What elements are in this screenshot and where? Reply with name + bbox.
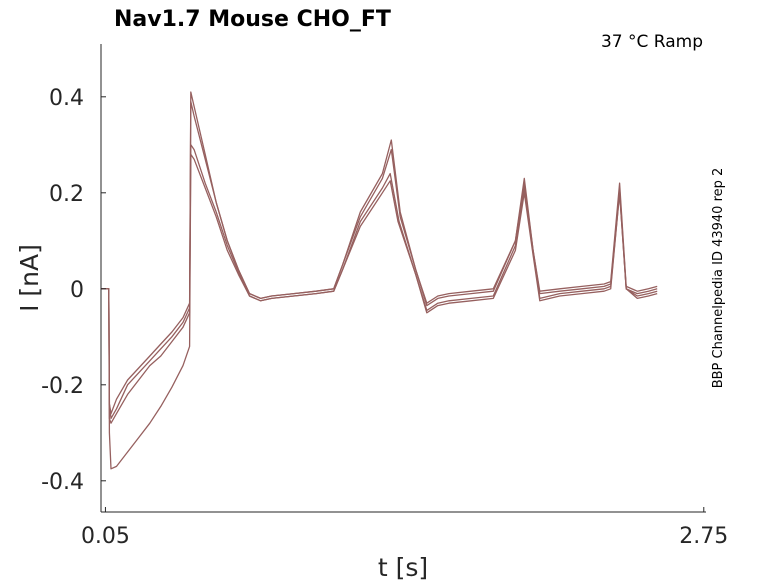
- y-axis-ticks: 0.4 0.2 0 -0.2 -0.4: [41, 86, 106, 495]
- condition-annotation: 37 °C Ramp: [601, 32, 703, 52]
- channelpedia-id-label: BBP Channelpedia ID 43940 rep 2: [711, 168, 726, 389]
- x-axis-label: t [s]: [378, 553, 428, 582]
- x-tick-label: 2.75: [679, 524, 728, 549]
- series-line-4: [101, 144, 658, 424]
- y-tick-label: -0.2: [41, 374, 84, 399]
- y-axis-label: I [nA]: [15, 244, 44, 312]
- y-tick-label: -0.4: [41, 470, 84, 495]
- series-line-1: [101, 153, 658, 470]
- x-axis-ticks: 0.05 2.75: [81, 507, 728, 549]
- y-tick-label: 0.2: [49, 182, 84, 207]
- plot-area: [101, 91, 658, 470]
- y-tick-label: 0: [70, 278, 84, 303]
- series-line-3: [101, 91, 658, 415]
- chart-title: Nav1.7 Mouse CHO_FT: [114, 7, 391, 32]
- series-line-2: [101, 100, 658, 420]
- y-tick-label: 0.4: [49, 86, 84, 111]
- x-tick-label: 0.05: [81, 524, 130, 549]
